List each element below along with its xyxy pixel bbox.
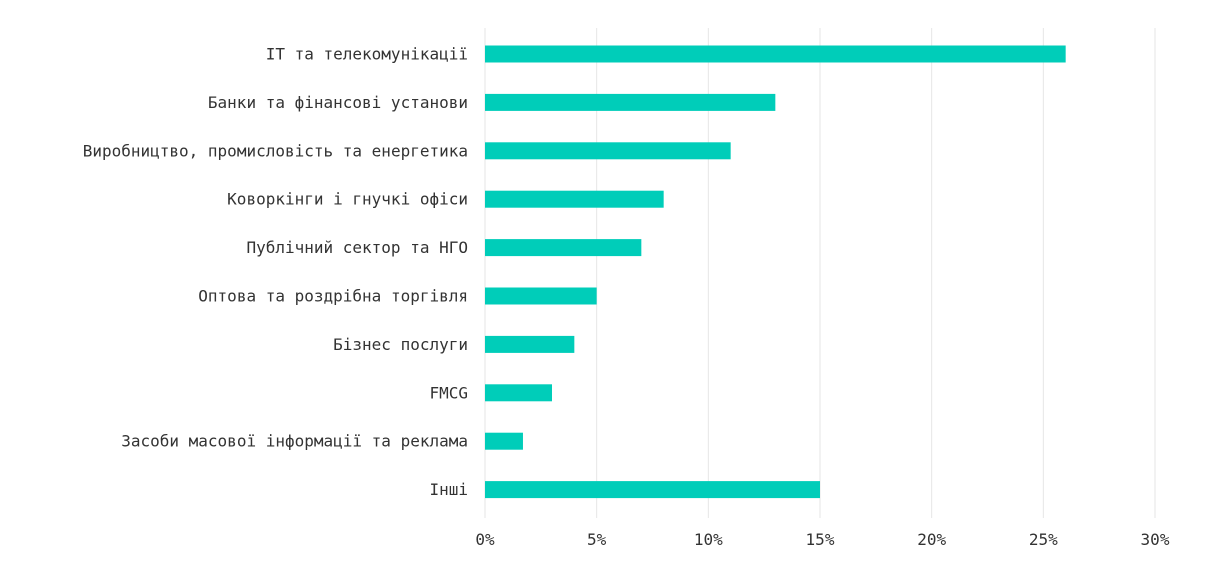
category-label: Публічний сектор та НГО [246, 238, 468, 257]
category-label: Засоби масової інформації та реклама [121, 432, 468, 451]
bar [485, 45, 1066, 63]
category-label: Бізнес послуги [333, 335, 468, 354]
bars [485, 45, 1066, 499]
x-axis-ticks: 0% 5% 10% 15% 20% 25% 30% [475, 530, 1169, 549]
bar [485, 93, 776, 111]
x-tick-label: 10% [694, 530, 723, 549]
category-labels: IT та телекомунікації Банки та фінансові … [83, 45, 468, 500]
category-label: Інші [429, 480, 468, 499]
bar [485, 142, 731, 160]
bar [485, 432, 523, 450]
bar [485, 384, 552, 402]
x-tick-label: 30% [1141, 530, 1170, 549]
category-label: IT та телекомунікації [266, 45, 468, 64]
bar [485, 287, 597, 305]
bar [485, 239, 642, 257]
bar [485, 190, 664, 208]
x-tick-label: 0% [475, 530, 495, 549]
x-tick-label: 15% [806, 530, 835, 549]
category-label: FMCG [429, 383, 468, 402]
x-tick-label: 25% [1029, 530, 1058, 549]
category-label: Коворкінги і гнучкі офіси [227, 190, 468, 209]
bar [485, 481, 820, 499]
x-tick-label: 20% [917, 530, 946, 549]
bar [485, 335, 575, 353]
category-label: Оптова та роздрібна торгівля [198, 287, 468, 306]
x-tick-label: 5% [587, 530, 607, 549]
category-label: Банки та фінансові установи [208, 93, 468, 112]
category-label: Виробництво, промисловість та енергетика [83, 141, 468, 160]
